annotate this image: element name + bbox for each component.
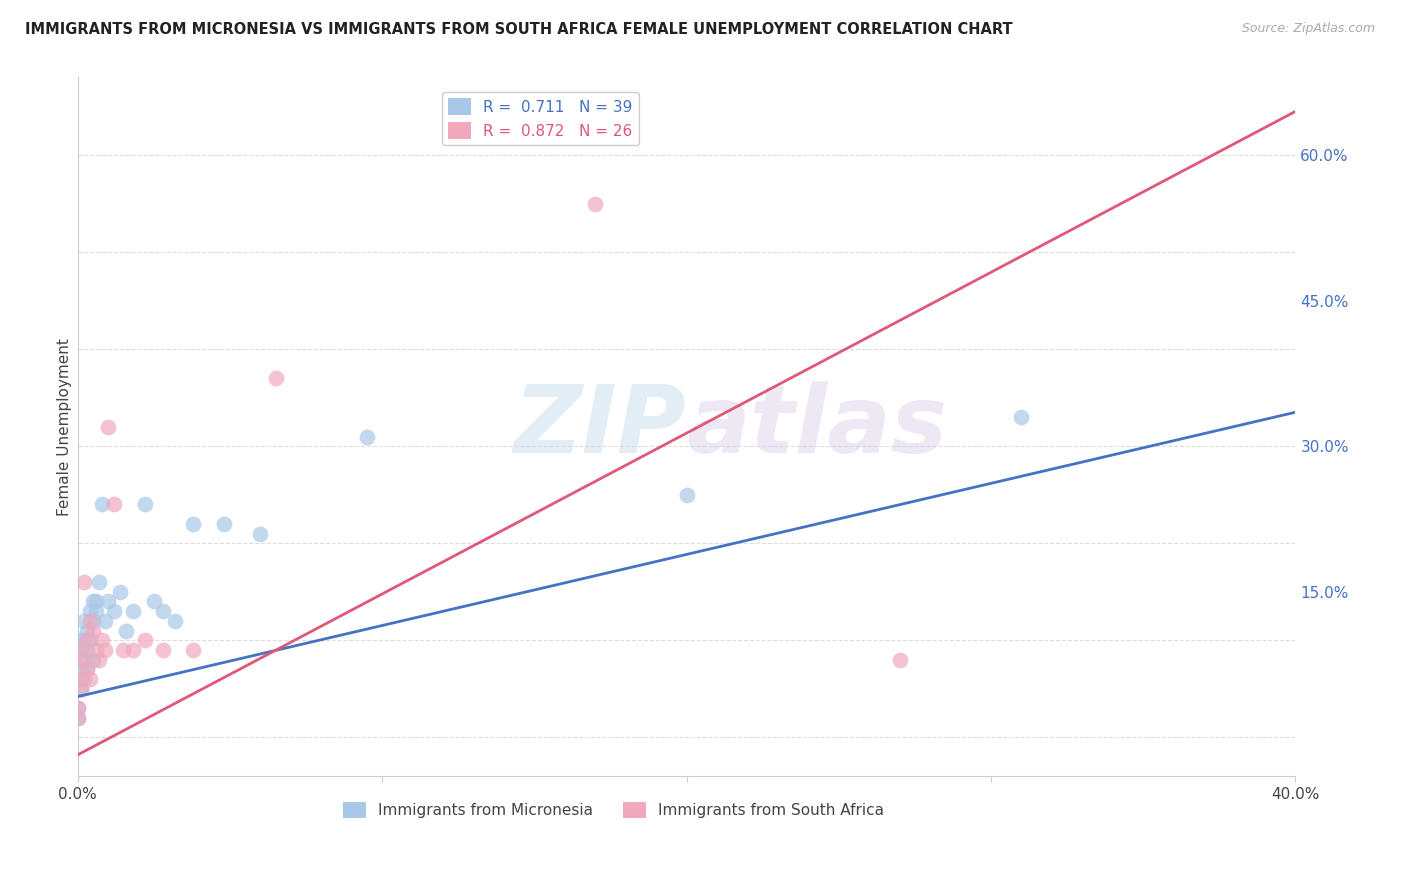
Point	[69, 633, 91, 648]
Point	[121, 643, 143, 657]
Point	[66, 711, 89, 725]
Point	[115, 624, 138, 638]
Text: atlas: atlas	[686, 381, 948, 473]
Point	[76, 624, 98, 638]
Point	[76, 633, 98, 648]
Point	[73, 633, 96, 648]
Point	[675, 488, 697, 502]
Point	[183, 516, 205, 531]
Point	[142, 594, 165, 608]
Point	[69, 672, 91, 686]
Point	[152, 643, 174, 657]
Point	[110, 584, 132, 599]
Point	[84, 604, 107, 618]
Point	[69, 662, 91, 676]
Point	[583, 196, 606, 211]
Point	[1011, 410, 1033, 425]
Y-axis label: Female Unemployment: Female Unemployment	[58, 338, 72, 516]
Point	[94, 643, 117, 657]
Point	[73, 653, 96, 667]
Point	[79, 604, 101, 618]
Point	[73, 653, 96, 667]
Point	[249, 526, 271, 541]
Point	[66, 701, 89, 715]
Point	[94, 614, 117, 628]
Point	[73, 575, 96, 590]
Point	[212, 516, 235, 531]
Point	[69, 643, 91, 657]
Point	[84, 643, 107, 657]
Point	[103, 498, 125, 512]
Point	[97, 594, 120, 608]
Point	[82, 594, 104, 608]
Point	[134, 498, 156, 512]
Point	[356, 429, 378, 443]
Point	[103, 604, 125, 618]
Point	[69, 681, 91, 696]
Point	[82, 624, 104, 638]
Point	[97, 419, 120, 434]
Point	[87, 653, 110, 667]
Legend: Immigrants from Micronesia, Immigrants from South Africa: Immigrants from Micronesia, Immigrants f…	[336, 796, 890, 824]
Point	[76, 643, 98, 657]
Point	[66, 711, 89, 725]
Point	[69, 672, 91, 686]
Text: Source: ZipAtlas.com: Source: ZipAtlas.com	[1241, 22, 1375, 36]
Point	[73, 614, 96, 628]
Point	[79, 614, 101, 628]
Point	[69, 643, 91, 657]
Text: ZIP: ZIP	[513, 381, 686, 473]
Point	[73, 672, 96, 686]
Point	[87, 575, 110, 590]
Point	[152, 604, 174, 618]
Point	[91, 633, 114, 648]
Point	[91, 498, 114, 512]
Point	[121, 604, 143, 618]
Text: IMMIGRANTS FROM MICRONESIA VS IMMIGRANTS FROM SOUTH AFRICA FEMALE UNEMPLOYMENT C: IMMIGRANTS FROM MICRONESIA VS IMMIGRANTS…	[25, 22, 1012, 37]
Point	[66, 701, 89, 715]
Point	[183, 643, 205, 657]
Point	[264, 371, 287, 385]
Point	[134, 633, 156, 648]
Point	[76, 662, 98, 676]
Point	[79, 633, 101, 648]
Point	[76, 662, 98, 676]
Point	[82, 653, 104, 667]
Point	[889, 653, 911, 667]
Point	[79, 672, 101, 686]
Point	[69, 681, 91, 696]
Point	[165, 614, 187, 628]
Point	[112, 643, 135, 657]
Point	[82, 614, 104, 628]
Point	[84, 594, 107, 608]
